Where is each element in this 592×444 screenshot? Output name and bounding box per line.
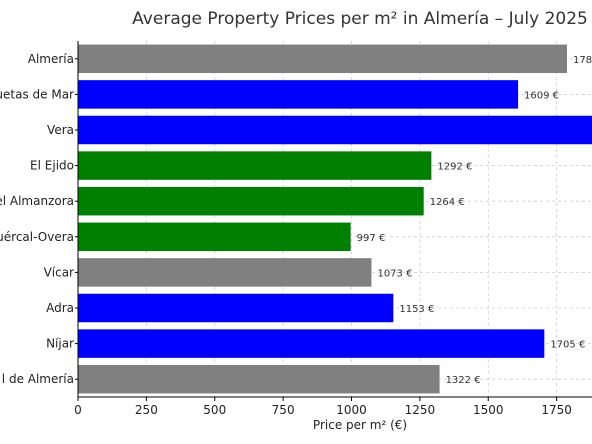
- category-label: el Almanzora: [0, 194, 74, 208]
- value-label: 1264 €: [430, 197, 465, 208]
- chart-title: Average Property Prices per m² in Almerí…: [132, 9, 588, 29]
- value-label: 1705 €: [550, 340, 585, 351]
- x-tick-label: 1000: [336, 403, 367, 417]
- bar: [78, 293, 394, 323]
- bar: [78, 222, 351, 252]
- bars: [78, 44, 592, 394]
- value-label: 1073 €: [377, 268, 412, 279]
- x-tick-label: 1250: [405, 403, 436, 417]
- value-label: 1153 €: [399, 304, 434, 315]
- category-label: Vera: [47, 123, 74, 137]
- value-label: 178: [573, 55, 592, 66]
- x-tick-label: 1750: [541, 403, 572, 417]
- category-labels: Almería uetas de Mar Vera El Ejido el Almanz…: [0, 52, 78, 386]
- bar: [78, 186, 424, 216]
- category-label: Almería: [28, 52, 74, 66]
- value-label: 1292 €: [437, 162, 472, 173]
- value-labels: 178 1609 € 1292 € 1264 € 997 € 1073 € 1153 € 17…: [357, 55, 592, 386]
- category-label: El Ejido: [30, 159, 74, 173]
- category-label: Adra: [46, 301, 74, 315]
- category-label: Vícar: [44, 265, 74, 279]
- bar: [78, 80, 519, 109]
- x-tick-label: 750: [272, 403, 295, 417]
- bar: [78, 329, 545, 358]
- bar: [78, 44, 568, 74]
- value-label: 997 €: [357, 233, 386, 244]
- x-ticks: 0 250 500 750 1000 1250 1500 1750: [74, 397, 572, 417]
- x-tick-label: 1500: [473, 403, 504, 417]
- bar: [78, 364, 440, 394]
- bar: [78, 115, 592, 145]
- x-axis-label: Price per m² (€): [313, 418, 407, 432]
- category-label: uércal-Overa: [0, 230, 74, 244]
- value-label: 1322 €: [446, 375, 481, 386]
- bar: [78, 151, 432, 180]
- bar: [78, 258, 372, 287]
- x-tick-label: 500: [203, 403, 226, 417]
- category-label: l de Almería: [2, 372, 74, 386]
- x-tick-label: 0: [74, 403, 82, 417]
- category-label: Níjar: [46, 337, 74, 351]
- x-tick-label: 250: [135, 403, 158, 417]
- category-label: uetas de Mar: [0, 87, 74, 101]
- value-label: 1609 €: [524, 90, 559, 101]
